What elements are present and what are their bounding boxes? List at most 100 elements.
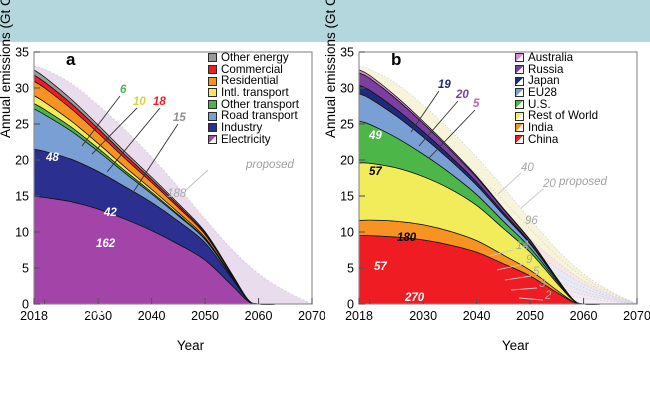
x-axis-label-b: Year [501,338,530,353]
legend-label: EU28 [528,86,558,100]
legend-swatch-triangle-icon [515,53,524,63]
leader-line [91,107,138,155]
value-annotation-5: 5 [533,266,540,278]
value-annotation-57: 57 [369,166,382,178]
value-annotation-15: 15 [173,112,186,124]
plot-area-a: 0 5 10 15 20 25 30 35 2018 2030 2040 2050 2060 2070 [15,46,325,324]
legend-item-road-transport[interactable]: Road transport [208,110,299,122]
legend-swatch-icon [208,65,217,75]
legend-item-u-s-[interactable]: U.S. [515,99,598,111]
value-annotation-14: 14 [516,240,529,252]
legend-swatch-icon [208,100,217,110]
x-tick-a: 2018 [20,309,48,323]
legend-label: Rest of World [528,109,599,123]
legend-swatch-triangle-icon [515,76,524,86]
value-annotation-18: 18 [153,96,166,108]
value-annotation-20: 20 [456,89,469,101]
value-annotation-2: 2 [545,290,552,302]
value-annotation-20: 20 [543,178,556,190]
panel-b: Annual emissions (Gt CO₂ y⁻¹) 0 5 10 15 20 25… [323,0,650,360]
value-annotation-188: 188 [167,188,187,200]
legend-label: India [528,121,554,135]
value-annotation-3: 3 [539,278,546,290]
value-annotation-48: 48 [46,152,59,164]
legend-label: U.S. [528,97,551,111]
x-tick-b: 2030 [409,309,437,323]
value-annotation-10: 10 [133,96,146,108]
proposed-label-b: proposed [559,176,607,188]
legend-label: Intl. transport [221,86,289,100]
legend-swatch-triangle-icon [515,88,524,98]
x-tick-a: 2040 [138,309,166,323]
y-tick-b: 25 [340,118,354,132]
leader-line [428,109,476,159]
y-tick-b: 30 [340,82,354,96]
x-tick-a: 2030 [84,309,112,323]
y-tick-a: 30 [15,82,29,96]
value-annotation-358: 358 [86,306,106,318]
x-tick-b: 2050 [516,309,544,323]
panel-letter-b: b [391,50,402,69]
legend-label: Japan [528,74,560,88]
legend-label: Electricity [221,132,271,146]
leader-line [410,90,440,133]
legend-item-industry[interactable]: Industry [208,122,299,134]
value-annotation-19: 19 [438,79,451,91]
leader-line [518,297,544,301]
legend-swatch-triangle-icon [515,111,524,121]
leader-line [129,123,179,198]
legend-item-japan[interactable]: Japan [515,75,598,87]
proposed-label-a: proposed [246,159,294,171]
leader-line [418,100,459,147]
legend-swatch-triangle-icon [515,65,524,75]
leader-line [504,275,532,281]
leader-line [81,95,121,147]
legend-item-residential[interactable]: Residential [208,75,299,87]
legend-item-commercial[interactable]: Commercial [208,64,299,76]
leader-line [497,172,522,195]
legend-item-india[interactable]: India [515,122,598,134]
leader-line [185,169,209,191]
legend-swatch-icon [208,111,217,121]
y-tick-a: 25 [15,118,29,132]
y-tick-a: 10 [15,226,29,240]
legend-item-australia[interactable]: Australia [515,52,598,64]
x-tick-a: 2050 [191,309,219,323]
legend-swatch-icon [208,76,217,86]
legend-item-intl-transport[interactable]: Intl. transport [208,87,299,99]
panel-letter-a: a [66,50,76,69]
legend-label: China [528,132,559,146]
legend-item-electricity[interactable]: Electricity [208,134,299,146]
legend-label: Other energy [221,51,289,65]
value-annotation-40: 40 [521,162,534,174]
legend-item-russia[interactable]: Russia [515,64,598,76]
y-tick-b: 35 [340,46,354,60]
x-tick-b: 2040 [463,309,491,323]
value-annotation-49: 49 [369,130,382,142]
legend-a: Other energy Commercial Residential Intl. t… [208,52,299,146]
y-tick-b: 5 [347,262,354,276]
leader-line [520,188,544,209]
y-tick-a: 20 [15,154,29,168]
y-tick-a: 15 [15,190,29,204]
x-tick-a: 2060 [245,309,273,323]
legend-item-rest-of-world[interactable]: Rest of World [515,110,598,122]
legend-label: Australia [528,51,574,65]
legend-item-other-energy[interactable]: Other energy [208,52,299,64]
legend-swatch-triangle-icon [515,100,524,110]
leader-line [496,263,525,271]
legend-swatch-triangle-icon [515,123,524,133]
legend-item-china[interactable]: China [515,134,598,146]
legend-label: Industry [221,121,263,135]
top-banner [0,0,650,42]
legend-swatch-icon [208,135,217,145]
x-tick-b: 2018 [345,309,373,323]
value-annotation-162: 162 [96,238,116,250]
value-annotation-6: 6 [120,84,127,96]
legend-item-eu28[interactable]: EU28 [515,87,598,99]
x-tick-b: 2060 [570,309,598,323]
value-annotation-9: 9 [526,254,533,266]
legend-item-other-transport[interactable]: Other transport [208,99,299,111]
leader-line [106,107,161,173]
